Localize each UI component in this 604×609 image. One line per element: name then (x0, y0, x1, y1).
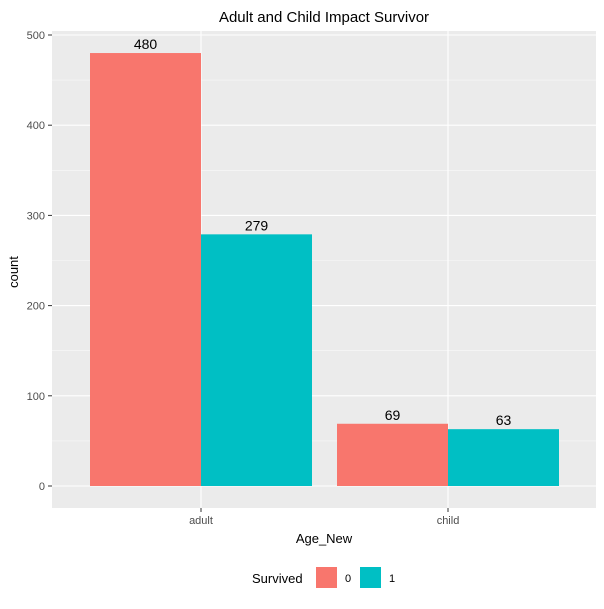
y-tick-label: 100 (27, 391, 45, 403)
bar-child-survived-0 (337, 423, 448, 486)
legend-key-0 (316, 567, 337, 588)
x-tick-label: child (437, 515, 460, 527)
y-tick-label: 300 (27, 210, 45, 222)
y-axis: 0 100 200 300 400 500 (27, 30, 52, 493)
legend-label: 0 (345, 573, 351, 585)
y-tick-label: 0 (39, 481, 45, 493)
legend-key-1 (360, 567, 381, 588)
bar-adult-survived-0 (90, 53, 201, 486)
y-tick-label: 500 (27, 30, 45, 42)
data-label: 279 (245, 217, 269, 233)
bar-child-survived-1 (448, 429, 559, 486)
x-tick-label: adult (189, 515, 213, 527)
chart-title: Adult and Child Impact Survivor (219, 9, 429, 26)
data-label: 69 (385, 407, 401, 423)
y-tick-label: 400 (27, 120, 45, 132)
bar-adult-survived-1 (201, 234, 312, 486)
y-axis-title: count (6, 256, 21, 288)
data-label: 63 (496, 412, 512, 428)
x-axis: adult child (189, 508, 459, 527)
legend-title: Survived (252, 571, 303, 586)
legend: Survived 0 1 (252, 567, 395, 588)
legend-label: 1 (389, 573, 395, 585)
x-axis-title: Age_New (296, 531, 353, 546)
data-labels: 480 279 69 63 (134, 36, 512, 428)
y-tick-label: 200 (27, 301, 45, 313)
data-label: 480 (134, 36, 158, 52)
bars (90, 53, 559, 486)
